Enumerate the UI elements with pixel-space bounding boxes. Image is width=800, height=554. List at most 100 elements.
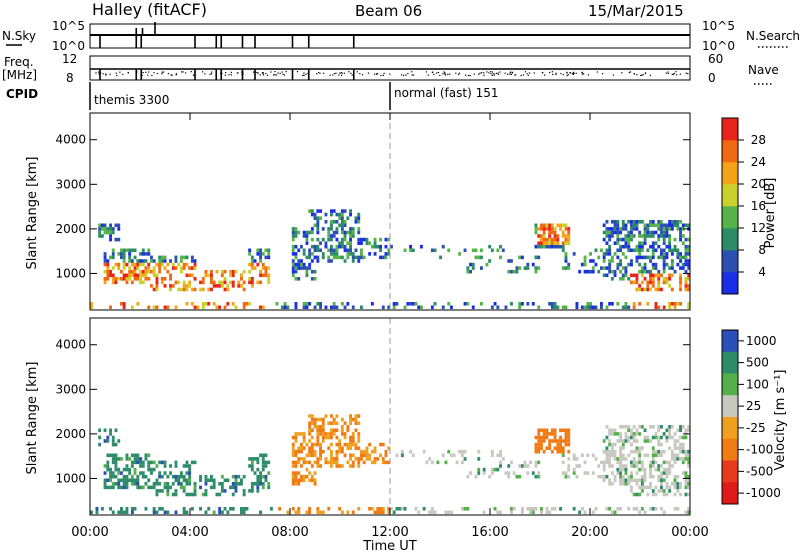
power-cell xyxy=(346,230,350,235)
velocity-cell xyxy=(204,482,208,486)
nave-dot xyxy=(148,71,150,73)
velocity-cell xyxy=(163,485,167,490)
power-cell xyxy=(130,273,134,278)
velocity-cell xyxy=(313,421,317,425)
velocity-cell xyxy=(330,432,333,436)
velocity-cell xyxy=(376,507,380,511)
velocity-cell xyxy=(117,482,121,486)
power-cell xyxy=(564,305,568,310)
velocity-cell xyxy=(523,464,527,468)
velocity-cell xyxy=(231,507,235,511)
velocity-cell xyxy=(158,460,162,465)
velocity-cell xyxy=(340,510,344,515)
velocity-cell xyxy=(308,471,312,475)
power-cell xyxy=(351,259,355,263)
power-cell xyxy=(561,305,565,310)
power-cell xyxy=(561,241,565,245)
nave-dot xyxy=(685,72,687,74)
power-cell xyxy=(180,259,183,263)
velocity-cell xyxy=(687,425,691,429)
power-cell xyxy=(275,302,279,306)
power-cell xyxy=(673,244,677,249)
velocity-cell xyxy=(660,464,663,468)
power-cell xyxy=(357,259,361,263)
power-cell xyxy=(294,277,298,281)
velocity-cell xyxy=(662,492,666,497)
velocity-cell xyxy=(160,474,164,479)
nave-dot xyxy=(343,72,345,74)
velocity-cell xyxy=(662,478,666,483)
nave-dot xyxy=(147,74,149,76)
power-cell xyxy=(171,262,175,267)
power-cell xyxy=(261,252,265,256)
velocity-cell xyxy=(605,446,609,450)
power-cell xyxy=(346,252,350,256)
velocity-cell xyxy=(534,435,538,440)
power-cell xyxy=(586,305,590,310)
velocity-cell xyxy=(529,510,532,515)
velocity-cell xyxy=(687,485,691,490)
velocity-cell xyxy=(190,507,194,511)
power-cell xyxy=(103,252,107,256)
power-cell xyxy=(379,248,382,253)
power-cell xyxy=(681,234,685,238)
power-cell xyxy=(657,280,661,285)
power-cell xyxy=(109,227,112,231)
velocity-cell xyxy=(651,425,655,429)
velocity-cell xyxy=(122,478,126,483)
velocity-cell xyxy=(638,492,642,497)
velocity-cell xyxy=(679,442,682,447)
power-cell xyxy=(687,262,691,267)
velocity-cell xyxy=(463,507,467,511)
power-cell xyxy=(640,273,644,278)
velocity-cell xyxy=(349,414,352,418)
velocity-cell xyxy=(687,510,691,515)
nave-dot xyxy=(332,74,334,76)
velocity-cell xyxy=(188,464,192,468)
power-cell xyxy=(332,209,336,213)
power-cell xyxy=(362,237,366,242)
velocity-cell xyxy=(384,453,388,458)
power-cell xyxy=(649,244,652,249)
velocity-cell xyxy=(106,439,110,443)
power-cell xyxy=(665,262,669,267)
velocity-cell xyxy=(319,425,322,429)
velocity-cell xyxy=(316,442,320,447)
velocity-cell xyxy=(368,442,372,447)
power-cell xyxy=(632,234,636,238)
power-cell xyxy=(542,227,546,231)
velocity-xtick-label: 16:00 xyxy=(471,525,508,540)
power-cell xyxy=(687,237,691,242)
velocity-cell xyxy=(510,510,513,515)
power-cell xyxy=(635,244,639,249)
velocity-cell xyxy=(624,439,628,443)
velocity-cell xyxy=(681,471,685,475)
velocity-cell xyxy=(264,464,268,468)
velocity-cell xyxy=(583,471,587,475)
velocity-cell xyxy=(357,439,361,443)
velocity-cell xyxy=(564,439,568,443)
power-cell xyxy=(540,241,543,245)
velocity-cell xyxy=(193,492,197,497)
nave-dot xyxy=(641,74,643,76)
velocity-cell xyxy=(308,439,312,443)
power-cell xyxy=(616,266,620,270)
velocity-cell xyxy=(300,478,303,483)
velocity-cell xyxy=(174,464,178,468)
velocity-cell xyxy=(166,474,170,479)
velocity-cell xyxy=(351,417,355,422)
power-cell xyxy=(313,212,317,217)
power-cell xyxy=(553,302,557,306)
velocity-cell xyxy=(660,474,663,479)
power-cell xyxy=(589,252,592,256)
velocity-cell xyxy=(114,428,118,433)
velocity-cell xyxy=(368,457,372,461)
power-cell xyxy=(553,244,557,249)
power-cell xyxy=(670,287,674,292)
velocity-colorbar-tick-label: 1000 xyxy=(746,334,777,348)
power-cell xyxy=(223,277,227,281)
power-cell xyxy=(605,241,609,245)
power-cell xyxy=(638,302,642,306)
power-cell xyxy=(201,287,205,292)
velocity-cell xyxy=(651,464,655,468)
